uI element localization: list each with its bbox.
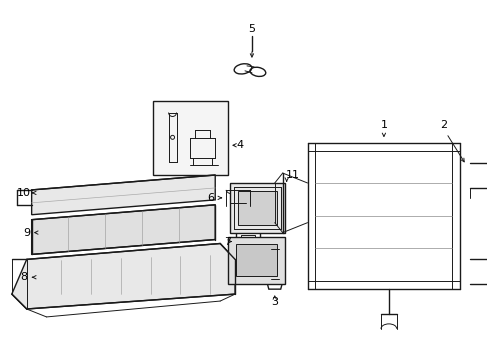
Text: 9: 9 (23, 228, 30, 238)
Polygon shape (228, 237, 284, 284)
Text: 6: 6 (206, 193, 213, 203)
Text: 2: 2 (439, 121, 446, 130)
Text: 4: 4 (236, 140, 243, 150)
Text: 8: 8 (20, 272, 27, 282)
Polygon shape (12, 243, 235, 309)
Text: 11: 11 (285, 170, 299, 180)
Polygon shape (230, 183, 284, 233)
Polygon shape (32, 175, 215, 215)
Text: 10: 10 (17, 188, 31, 198)
Text: 1: 1 (380, 121, 386, 130)
Polygon shape (236, 244, 276, 276)
Polygon shape (32, 205, 215, 255)
Polygon shape (238, 191, 276, 225)
Polygon shape (152, 100, 228, 175)
Text: 5: 5 (248, 24, 255, 34)
Text: 7: 7 (224, 237, 231, 247)
Text: 3: 3 (271, 297, 278, 307)
